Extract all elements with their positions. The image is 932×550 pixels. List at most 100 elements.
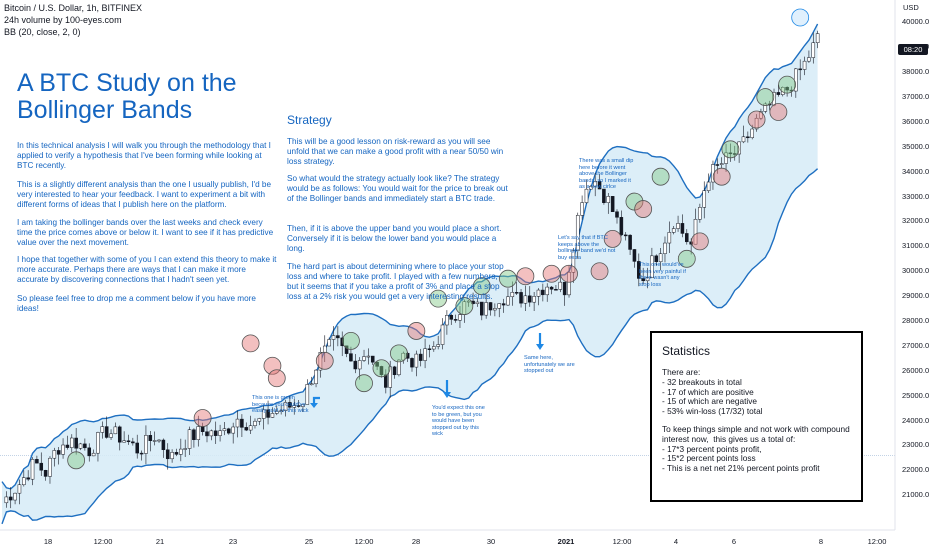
price-tick-label: 28000.0 bbox=[902, 316, 930, 325]
candle-body bbox=[475, 301, 480, 304]
candle-body bbox=[392, 366, 397, 376]
candle-body bbox=[410, 358, 414, 368]
strategy-title: Strategy bbox=[287, 113, 332, 127]
candle-body bbox=[663, 242, 667, 254]
candle-body bbox=[440, 324, 445, 345]
time-tick-label: 6 bbox=[731, 537, 737, 546]
candlesticks bbox=[4, 30, 820, 509]
statistics-title: Statistics bbox=[662, 344, 711, 358]
strategy-paragraph-2: So what would the strategy actually look… bbox=[287, 174, 508, 203]
breakout-loss-marker bbox=[241, 334, 260, 353]
candle-body bbox=[685, 233, 689, 243]
candle-body bbox=[200, 426, 205, 432]
candle-body bbox=[139, 452, 144, 455]
stats-line: - 53% win-loss (17/32) total bbox=[662, 406, 763, 417]
candle-body bbox=[493, 308, 497, 311]
breakout-loss-marker bbox=[516, 267, 535, 286]
band-fill bbox=[2, 24, 818, 524]
breakout-markers bbox=[67, 8, 810, 470]
candle-body bbox=[575, 215, 580, 251]
candle-body bbox=[711, 164, 715, 183]
candle-body bbox=[397, 359, 401, 376]
strategy-paragraph-3: Then, if it is above the upper band you … bbox=[287, 224, 502, 253]
candle-body bbox=[658, 253, 663, 263]
candle-body bbox=[39, 462, 44, 471]
breakout-loss-marker bbox=[542, 264, 561, 283]
stats-line: There are: bbox=[662, 367, 701, 377]
candle-body bbox=[615, 211, 619, 218]
candle-body bbox=[227, 428, 231, 434]
candle-body bbox=[165, 449, 170, 460]
candle-body bbox=[654, 255, 659, 263]
bb-indicator-label[interactable]: BB (20, close, 2, 0) bbox=[4, 27, 81, 37]
candle-body bbox=[802, 60, 807, 70]
time-tick-label: 8 bbox=[818, 537, 824, 546]
candle-body bbox=[240, 418, 244, 428]
time-tick-label: 21 bbox=[155, 537, 165, 546]
candle-body bbox=[759, 111, 763, 119]
volume-indicator-label[interactable]: 24h volume by 100-eyes.com bbox=[4, 15, 122, 25]
time-tick-label: 12:00 bbox=[354, 537, 374, 546]
candle-body bbox=[632, 249, 637, 262]
currency-label[interactable]: USD bbox=[903, 3, 919, 12]
candle-body bbox=[370, 355, 375, 363]
arrow-green-wick-head bbox=[310, 403, 318, 408]
breakout-loss-marker bbox=[193, 409, 212, 427]
band-upper-line bbox=[1, 23, 819, 490]
candle-body bbox=[519, 292, 523, 304]
candle-body bbox=[283, 402, 288, 411]
breakout-win-marker bbox=[756, 88, 775, 106]
breakout-loss-marker bbox=[747, 110, 766, 129]
candle-body bbox=[248, 425, 253, 431]
candle-body bbox=[152, 440, 157, 442]
candle-body bbox=[235, 418, 240, 428]
symbol-title[interactable]: Bitcoin / U.S. Dollar, 1h, BITFINEX bbox=[4, 3, 143, 13]
candle-body bbox=[384, 374, 388, 388]
candle-body bbox=[65, 444, 70, 448]
candle-body bbox=[693, 219, 698, 245]
candle-body bbox=[87, 447, 92, 457]
breakout-win-marker bbox=[677, 249, 696, 268]
breakout-loss-marker bbox=[407, 322, 426, 340]
annotation-same-here: Same here, unfortunately we are stopped … bbox=[524, 355, 575, 375]
candle-body bbox=[750, 128, 754, 138]
current-price-label: 08:20 bbox=[898, 44, 928, 55]
time-tick-label: 2021 bbox=[557, 537, 575, 546]
candle-body bbox=[676, 223, 680, 229]
candle-body bbox=[113, 426, 118, 435]
candle-body bbox=[288, 402, 292, 408]
candle-body bbox=[22, 477, 26, 486]
candle-body bbox=[218, 430, 222, 436]
candle-body bbox=[619, 217, 624, 236]
candle-body bbox=[100, 426, 105, 433]
candle-body bbox=[122, 440, 126, 443]
candle-body bbox=[589, 186, 593, 190]
candle-body bbox=[453, 319, 458, 321]
candle-body bbox=[807, 57, 811, 62]
candle-body bbox=[523, 295, 528, 304]
candle-body bbox=[296, 405, 301, 407]
candle-body bbox=[671, 228, 676, 233]
candle-body bbox=[13, 492, 17, 501]
candle-body bbox=[253, 420, 257, 426]
price-tick-label: 25000.0 bbox=[902, 390, 930, 400]
candle-body bbox=[30, 459, 35, 480]
statistics-box: Statistics There are: - 32 breakouts in … bbox=[650, 331, 863, 502]
candle-body bbox=[17, 484, 22, 494]
price-tick-label: 34000.0 bbox=[902, 166, 930, 176]
candle-body bbox=[650, 255, 654, 279]
candle-body bbox=[244, 427, 249, 431]
candle-body bbox=[257, 418, 262, 422]
breakout-win-marker bbox=[67, 451, 86, 470]
candle-body bbox=[183, 448, 187, 450]
candle-body bbox=[131, 441, 135, 444]
candle-body bbox=[174, 452, 179, 455]
breakout-win-marker bbox=[778, 75, 797, 94]
candle-body bbox=[427, 348, 432, 350]
stats-line: interest now, this gives us a total of: bbox=[662, 433, 796, 444]
intro-paragraph-4: I hope that together with some of you I … bbox=[17, 255, 277, 284]
candle-body bbox=[715, 164, 720, 166]
candle-body bbox=[192, 429, 196, 440]
candle-body bbox=[117, 426, 122, 443]
